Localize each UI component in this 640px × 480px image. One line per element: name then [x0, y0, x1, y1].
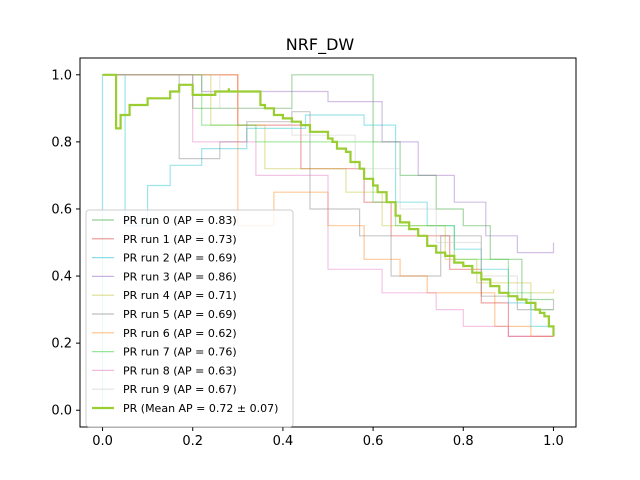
y-tick-label-4: 0.8: [51, 135, 72, 150]
legend-label-9: PR run 9 (AP = 0.67): [123, 383, 237, 396]
series-line-8: [102, 74, 554, 337]
plot-frame: [79, 57, 577, 428]
legend-label-8: PR run 8 (AP = 0.63): [123, 364, 237, 377]
series-line-1: [102, 74, 554, 337]
legend-label-10: PR (Mean AP = 0.72 ± 0.07): [123, 402, 278, 415]
legend-label-4: PR run 4 (AP = 0.71): [123, 289, 237, 302]
series-line-4: [102, 74, 555, 294]
x-tick-label-5: 1.0: [543, 434, 564, 449]
series-line-9: [102, 74, 554, 311]
y-tick-label-1: 0.2: [51, 337, 72, 352]
legend-label-2: PR run 2 (AP = 0.69): [123, 252, 237, 265]
series-line-0: [102, 74, 554, 301]
legend-label-0: PR run 0 (AP = 0.83): [123, 214, 237, 227]
x-tick-label-2: 0.4: [273, 434, 294, 449]
y-tick-label-5: 1.0: [51, 68, 72, 83]
legend-label-3: PR run 3 (AP = 0.86): [123, 270, 237, 283]
legend: PR run 0 (AP = 0.83) PR run 1 (AP = 0.73)…: [85, 209, 294, 428]
y-tick-label-2: 0.4: [51, 270, 72, 285]
x-tick-label-4: 0.8: [453, 434, 474, 449]
series-line-2: [101, 74, 554, 411]
series-line-5: [102, 74, 555, 311]
axis-layer: 0.0 0.2 0.4 0.6 0.8 1.0 0.0 0.2 0.4 0.6 0.8 1.0: [51, 68, 563, 449]
legend-label-6: PR run 6 (AP = 0.62): [123, 327, 237, 340]
legend-box: [85, 209, 294, 428]
series-line-10: [102, 73, 555, 337]
y-tick-label-3: 0.6: [51, 202, 72, 217]
series-line-3: [102, 74, 555, 254]
y-tick-label-0: 0.0: [51, 404, 72, 419]
chart-title: NRF_DW: [286, 35, 355, 55]
legend-label-1: PR run 1 (AP = 0.73): [123, 233, 237, 246]
x-tick-label-3: 0.6: [363, 434, 384, 449]
x-tick-label-1: 0.2: [182, 434, 203, 449]
legend-label-5: PR run 5 (AP = 0.69): [123, 308, 237, 321]
x-tick-label-0: 0.0: [92, 434, 113, 449]
legend-label-7: PR run 7 (AP = 0.76): [123, 346, 237, 359]
